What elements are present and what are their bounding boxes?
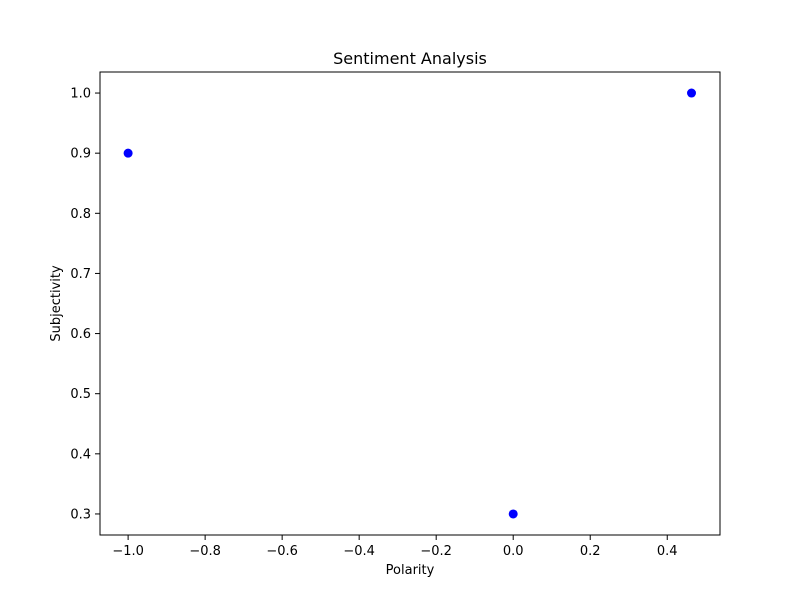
y-tick-label: 0.8 xyxy=(70,207,91,222)
axes-frame xyxy=(99,71,721,536)
y-tick-label: 0.4 xyxy=(70,447,91,462)
y-tick-label: 0.9 xyxy=(70,147,91,162)
data-point xyxy=(508,509,518,519)
y-tick-label: 0.5 xyxy=(70,387,91,402)
plot-area: −1.0 −0.8 −0.6 −0.4 −0.2 0.0 0.2 0.4 0.3 0.4 0.5 0.… xyxy=(70,71,721,559)
x-axis-label: Polarity xyxy=(386,563,435,578)
x-tick-label: −1.0 xyxy=(112,544,144,559)
data-point xyxy=(687,88,697,98)
y-tick-label: 1.0 xyxy=(70,87,91,102)
y-axis-label: Subjectivity xyxy=(49,265,64,342)
y-tick-label: 0.6 xyxy=(70,327,91,342)
x-tick-label: 0.4 xyxy=(657,544,678,559)
chart-title: Sentiment Analysis xyxy=(333,49,487,68)
x-tick-label: −0.2 xyxy=(420,544,452,559)
data-point xyxy=(123,148,133,158)
x-tick-label: 0.2 xyxy=(580,544,601,559)
x-tick-label: −0.8 xyxy=(189,544,221,559)
x-tick-label: −0.6 xyxy=(266,544,298,559)
x-tick-label: −0.4 xyxy=(343,544,375,559)
y-tick-label: 0.3 xyxy=(70,507,91,522)
y-tick-label: 0.7 xyxy=(70,267,91,282)
x-tick-label: 0.0 xyxy=(503,544,524,559)
